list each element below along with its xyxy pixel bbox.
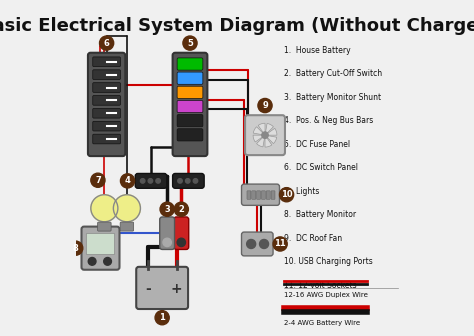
Wedge shape <box>265 128 277 135</box>
Text: 2-4 AWG Battery Wire: 2-4 AWG Battery Wire <box>283 320 360 326</box>
Circle shape <box>258 98 272 113</box>
Wedge shape <box>258 123 265 135</box>
Text: 11: 11 <box>274 240 286 249</box>
Wedge shape <box>265 135 277 143</box>
FancyBboxPatch shape <box>136 267 188 309</box>
Circle shape <box>178 179 182 183</box>
Circle shape <box>183 36 197 50</box>
FancyBboxPatch shape <box>120 222 134 231</box>
Text: 6: 6 <box>104 39 109 48</box>
Wedge shape <box>256 135 265 147</box>
Circle shape <box>120 174 135 188</box>
FancyBboxPatch shape <box>93 70 120 80</box>
FancyBboxPatch shape <box>177 72 203 84</box>
FancyBboxPatch shape <box>266 191 270 199</box>
Circle shape <box>100 36 114 50</box>
Circle shape <box>148 179 153 183</box>
FancyBboxPatch shape <box>245 115 285 155</box>
Circle shape <box>88 257 96 265</box>
Circle shape <box>155 310 169 325</box>
FancyBboxPatch shape <box>271 191 275 199</box>
Text: +: + <box>171 282 182 296</box>
FancyBboxPatch shape <box>247 191 251 199</box>
Circle shape <box>163 238 171 247</box>
FancyBboxPatch shape <box>174 217 189 249</box>
Circle shape <box>177 238 185 247</box>
Circle shape <box>104 257 111 265</box>
FancyBboxPatch shape <box>93 134 120 144</box>
Wedge shape <box>265 135 272 147</box>
Circle shape <box>262 132 268 138</box>
FancyBboxPatch shape <box>177 115 203 127</box>
Text: 9: 9 <box>262 101 268 110</box>
Circle shape <box>156 179 160 183</box>
Text: 6.  DC Switch Panel: 6. DC Switch Panel <box>283 163 358 172</box>
Circle shape <box>140 179 145 183</box>
Circle shape <box>260 240 269 249</box>
FancyBboxPatch shape <box>177 86 203 98</box>
FancyBboxPatch shape <box>93 83 120 92</box>
FancyBboxPatch shape <box>160 217 174 249</box>
Text: 3.  Battery Monitor Shunt: 3. Battery Monitor Shunt <box>283 93 381 102</box>
FancyBboxPatch shape <box>173 173 204 188</box>
FancyBboxPatch shape <box>86 234 115 255</box>
Wedge shape <box>253 135 265 142</box>
Text: 3: 3 <box>164 205 170 214</box>
Text: 1.  House Battery: 1. House Battery <box>283 46 350 55</box>
FancyBboxPatch shape <box>177 129 203 141</box>
Circle shape <box>91 173 105 187</box>
Circle shape <box>113 195 140 222</box>
Wedge shape <box>253 127 265 135</box>
FancyBboxPatch shape <box>177 100 203 113</box>
Circle shape <box>246 240 255 249</box>
Text: 5.  DC Fuse Panel: 5. DC Fuse Panel <box>283 140 350 149</box>
FancyBboxPatch shape <box>242 232 273 256</box>
Text: 4.  Pos. & Neg Bus Bars: 4. Pos. & Neg Bus Bars <box>283 116 373 125</box>
FancyBboxPatch shape <box>93 57 120 67</box>
FancyBboxPatch shape <box>262 191 265 199</box>
FancyBboxPatch shape <box>93 95 120 105</box>
FancyBboxPatch shape <box>93 109 120 118</box>
Text: 5: 5 <box>187 39 193 48</box>
FancyBboxPatch shape <box>252 191 255 199</box>
Text: 8.  Battery Monitor: 8. Battery Monitor <box>283 210 356 219</box>
FancyBboxPatch shape <box>173 53 208 156</box>
FancyBboxPatch shape <box>88 53 125 156</box>
Circle shape <box>273 237 287 251</box>
Text: 10. USB Charging Ports: 10. USB Charging Ports <box>283 257 373 266</box>
Text: 7.  Lights: 7. Lights <box>283 187 319 196</box>
FancyBboxPatch shape <box>93 121 120 131</box>
FancyBboxPatch shape <box>82 226 119 270</box>
Circle shape <box>160 202 174 216</box>
Text: 12-16 AWG Duplex Wire: 12-16 AWG Duplex Wire <box>283 292 367 298</box>
Circle shape <box>69 241 83 255</box>
Text: 10: 10 <box>281 190 292 199</box>
FancyBboxPatch shape <box>135 173 167 188</box>
Text: 7: 7 <box>95 176 101 185</box>
Text: 1: 1 <box>159 313 165 322</box>
Text: 4: 4 <box>125 176 130 185</box>
Text: 2: 2 <box>178 205 184 214</box>
Circle shape <box>174 202 188 216</box>
Text: 9.  DC Roof Fan: 9. DC Roof Fan <box>283 234 342 243</box>
Wedge shape <box>265 123 273 135</box>
Text: Basic Electrical System Diagram (Without Charger): Basic Electrical System Diagram (Without… <box>0 17 474 35</box>
Circle shape <box>91 195 118 222</box>
Circle shape <box>193 179 198 183</box>
FancyBboxPatch shape <box>177 58 203 70</box>
FancyBboxPatch shape <box>256 191 261 199</box>
FancyBboxPatch shape <box>242 184 280 205</box>
Circle shape <box>185 179 190 183</box>
Circle shape <box>280 187 294 202</box>
FancyBboxPatch shape <box>98 222 111 231</box>
Text: 11. 12-volt Sockets: 11. 12-volt Sockets <box>283 281 356 290</box>
Text: 2.  Battery Cut-Off Switch: 2. Battery Cut-Off Switch <box>283 69 382 78</box>
Text: 8: 8 <box>73 244 79 253</box>
Text: -: - <box>145 282 151 296</box>
